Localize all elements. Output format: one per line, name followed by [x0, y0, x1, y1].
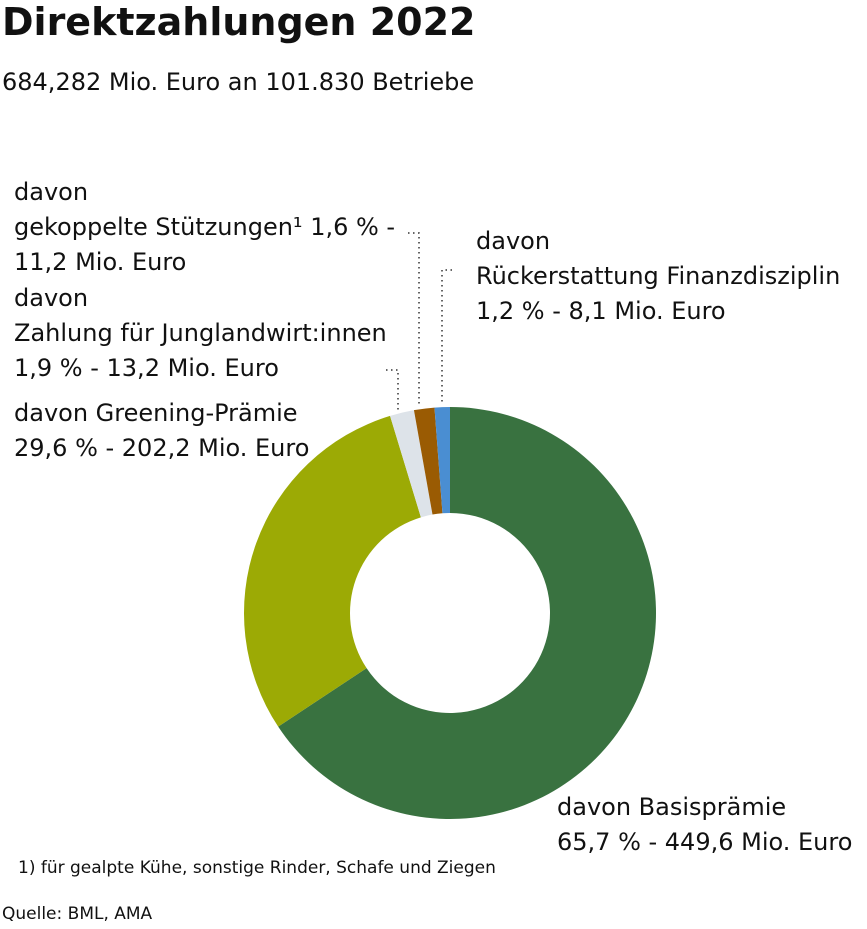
- donut-segment: [390, 410, 433, 518]
- chart-subtitle: 684,282 Mio. Euro an 101.830 Betriebe: [2, 68, 475, 96]
- category-label: davon Zahlung für Junglandwirt:innen: [14, 284, 387, 347]
- donut-segment: [244, 415, 421, 727]
- value-label: 1,2 % - 8,1 Mio. Euro: [476, 297, 726, 325]
- footnote: 1) für gealpte Kühe, sonstige Rinder, Sc…: [18, 858, 496, 878]
- source: Quelle: BML, AMA: [2, 904, 153, 924]
- value-label: 1,9 % - 13,2 Mio. Euro: [14, 354, 279, 382]
- leader-line: [441, 269, 452, 405]
- segment-label: davon Basisprämie 65,7 % - 449,6 Mio. Eur…: [557, 790, 867, 860]
- category-label: davon Greening-Prämie: [14, 399, 298, 427]
- category-label: davon Basisprämie: [557, 793, 787, 821]
- donut-segment: [413, 407, 443, 515]
- value-label: 29,6 % - 202,2 Mio. Euro: [14, 434, 310, 462]
- category-label: davon gekoppelte Stützungen¹: [14, 178, 303, 241]
- chart-title: Direktzahlungen 2022: [2, 0, 476, 44]
- donut-segment: [434, 407, 450, 514]
- segment-label: davon gekoppelte Stützungen¹ 1,6 % - 11,…: [14, 175, 412, 280]
- category-label: davon Rückerstattung Finanzdisziplin: [476, 227, 841, 290]
- segment-label: davon Zahlung für Junglandwirt:innen 1,9 …: [14, 281, 414, 386]
- segment-label: davon Rückerstattung Finanzdisziplin 1,2 …: [476, 224, 867, 329]
- value-label: 65,7 % - 449,6 Mio. Euro: [557, 828, 853, 856]
- segment-label: davon Greening-Prämie 29,6 % - 202,2 Mio.…: [14, 396, 344, 466]
- donut-segment: [278, 407, 656, 819]
- donut: [244, 407, 656, 819]
- value-label: 1,6 % - 11,2 Mio. Euro: [14, 213, 396, 276]
- leader-line: [408, 232, 420, 406]
